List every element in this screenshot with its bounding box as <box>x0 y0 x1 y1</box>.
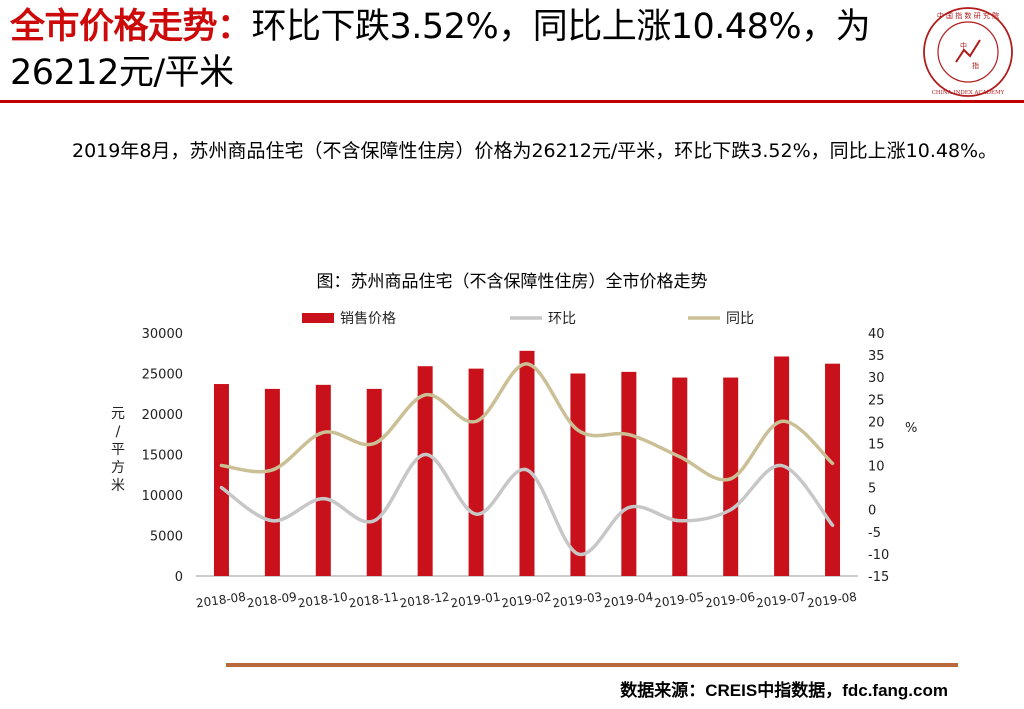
y-right-tick-label: 25 <box>868 393 885 408</box>
y-right-tick-label: 40 <box>868 327 885 342</box>
y-right-tick-label: -15 <box>868 570 889 585</box>
x-tick-label: 2019-08 <box>806 590 858 611</box>
chart-legend: 销售价格 环比 同比 <box>302 311 754 327</box>
bar <box>315 384 331 576</box>
legend-label: 环比 <box>548 311 576 327</box>
svg-text:中 国 指 数 研 究 院: 中 国 指 数 研 究 院 <box>937 11 999 20</box>
china-index-academy-logo: 中 国 指 数 研 究 院 CHINA INDEX ACADEMY 中 指 <box>923 7 1013 97</box>
bar <box>519 350 535 576</box>
y-right-tick-label: 0 <box>868 504 876 519</box>
chart-axes: 0 5000 10000 15000 20000 25000 30000 -15 -10 -5 0 5… <box>111 327 917 610</box>
bar <box>213 384 229 576</box>
x-tick-label: 2019-01 <box>450 590 502 611</box>
x-tick-label: 2018-09 <box>246 590 298 611</box>
x-tick-label: 2019-07 <box>755 590 807 611</box>
y-left-tick-label: 20000 <box>142 408 183 423</box>
data-source: 数据来源：CREIS中指数据，fdc.fang.com <box>620 681 948 700</box>
y-right-tick-label: 35 <box>868 349 885 364</box>
bar <box>417 366 433 576</box>
x-tick-label: 2018-08 <box>195 590 247 611</box>
bar <box>468 368 484 576</box>
x-tick-label: 2018-11 <box>348 590 400 611</box>
summary-paragraph: 2019年8月，苏州商品住宅（不含保障性住房）价格为26212元/平米，环比下跌… <box>72 140 998 162</box>
bar <box>621 371 637 576</box>
bar <box>366 388 382 576</box>
footer-divider <box>226 663 958 667</box>
legend-swatch-bar <box>302 313 334 323</box>
y-left-tick-label: 5000 <box>150 530 183 545</box>
bar <box>825 363 841 576</box>
x-tick-label: 2019-06 <box>704 590 756 611</box>
y-right-tick-label: 10 <box>868 460 885 475</box>
y-right-tick-label: 5 <box>868 482 876 497</box>
line-series <box>219 362 835 557</box>
bar <box>723 377 739 576</box>
y-left-tick-label: 30000 <box>142 327 183 342</box>
y-left-axis-label: 元/平方米 <box>111 406 125 494</box>
y-right-tick-label: -5 <box>868 526 881 541</box>
x-tick-label: 2019-03 <box>552 590 604 611</box>
bar <box>570 373 586 576</box>
x-tick-label: 2018-12 <box>399 590 451 611</box>
x-tick-label: 2019-05 <box>653 590 705 611</box>
y-right-tick-label: 20 <box>868 415 885 430</box>
y-right-axis-label: % <box>905 421 917 436</box>
y-left-tick-label: 0 <box>175 570 183 585</box>
page-title: 全市价格走势：环比下跌3.52%，同比上涨10.48%，为26212元/平米 <box>10 4 890 96</box>
title-highlight: 全市价格走势： <box>10 7 252 47</box>
x-tick-label: 2019-02 <box>501 590 553 611</box>
y-left-tick-label: 15000 <box>142 449 183 464</box>
bar <box>264 388 280 576</box>
y-left-tick-label: 10000 <box>142 489 183 504</box>
legend-label: 销售价格 <box>340 311 396 327</box>
series-line-yoy <box>219 362 835 482</box>
x-tick-label: 2018-10 <box>297 590 349 611</box>
svg-text:中: 中 <box>960 41 967 50</box>
y-left-tick-label: 25000 <box>142 368 183 383</box>
svg-text:CHINA INDEX ACADEMY: CHINA INDEX ACADEMY <box>932 90 1005 96</box>
y-right-tick-label: -10 <box>868 548 889 563</box>
chart-title: 图：苏州商品住宅（不含保障性住房）全市价格走势 <box>317 272 708 292</box>
header-divider <box>0 100 1024 103</box>
x-tick-label: 2019-04 <box>602 590 654 611</box>
series-line-mom <box>219 452 835 557</box>
y-right-tick-label: 30 <box>868 371 885 386</box>
title-rest: 环比下跌3.52%，同比上涨10.48%，为26212元/平米 <box>10 7 871 93</box>
bar <box>672 377 688 576</box>
legend-label: 同比 <box>726 311 754 327</box>
svg-text:指: 指 <box>972 61 979 70</box>
y-right-tick-label: 15 <box>868 437 885 452</box>
